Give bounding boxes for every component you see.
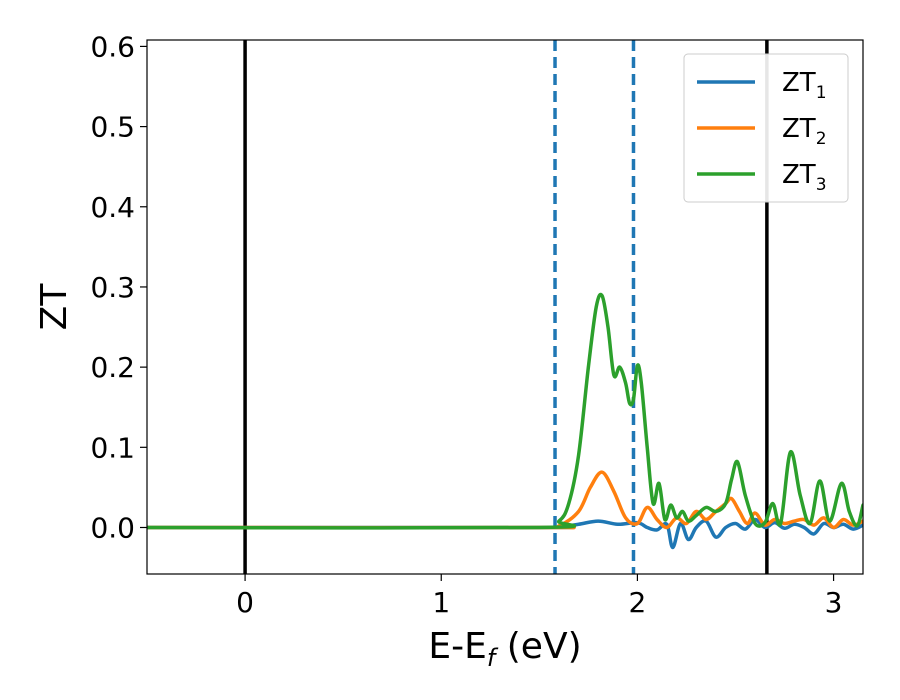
y-tick-label: 0.2 xyxy=(90,351,135,384)
x-axis-label-main: E-E xyxy=(428,626,486,667)
x-axis-label-unit: (eV) xyxy=(495,626,581,667)
legend: ZT1 ZT2 ZT3 xyxy=(683,53,849,203)
legend-box xyxy=(683,53,849,203)
y-tick-label: 0.3 xyxy=(90,271,135,304)
y-tick-label: 0.6 xyxy=(90,30,135,63)
x-axis-label: E-Ef (eV) xyxy=(428,626,581,672)
legend-label-zt2: ZT2 xyxy=(782,114,827,149)
x-tick-label: 1 xyxy=(432,586,450,619)
series-lines xyxy=(147,292,863,550)
y-axis-label: ZT xyxy=(34,283,75,331)
x-tick-label: 0 xyxy=(236,586,254,619)
series-line-zt1 xyxy=(147,517,863,550)
x-axis-ticks: 0 1 2 3 xyxy=(236,574,842,619)
y-tick-label: 0.1 xyxy=(90,431,135,464)
y-tick-label: 0.0 xyxy=(90,511,135,544)
legend-label-zt1: ZT1 xyxy=(782,68,827,103)
x-tick-label: 3 xyxy=(825,586,843,619)
y-axis-ticks: 0.0 0.1 0.2 0.3 0.4 0.5 0.6 xyxy=(90,30,147,544)
y-tick-label: 0.5 xyxy=(90,111,135,144)
series-line-zt3 xyxy=(147,292,863,530)
x-tick-label: 2 xyxy=(628,586,646,619)
legend-label-zt3: ZT3 xyxy=(782,160,827,195)
y-tick-label: 0.4 xyxy=(90,191,135,224)
plot-frame xyxy=(146,39,864,575)
